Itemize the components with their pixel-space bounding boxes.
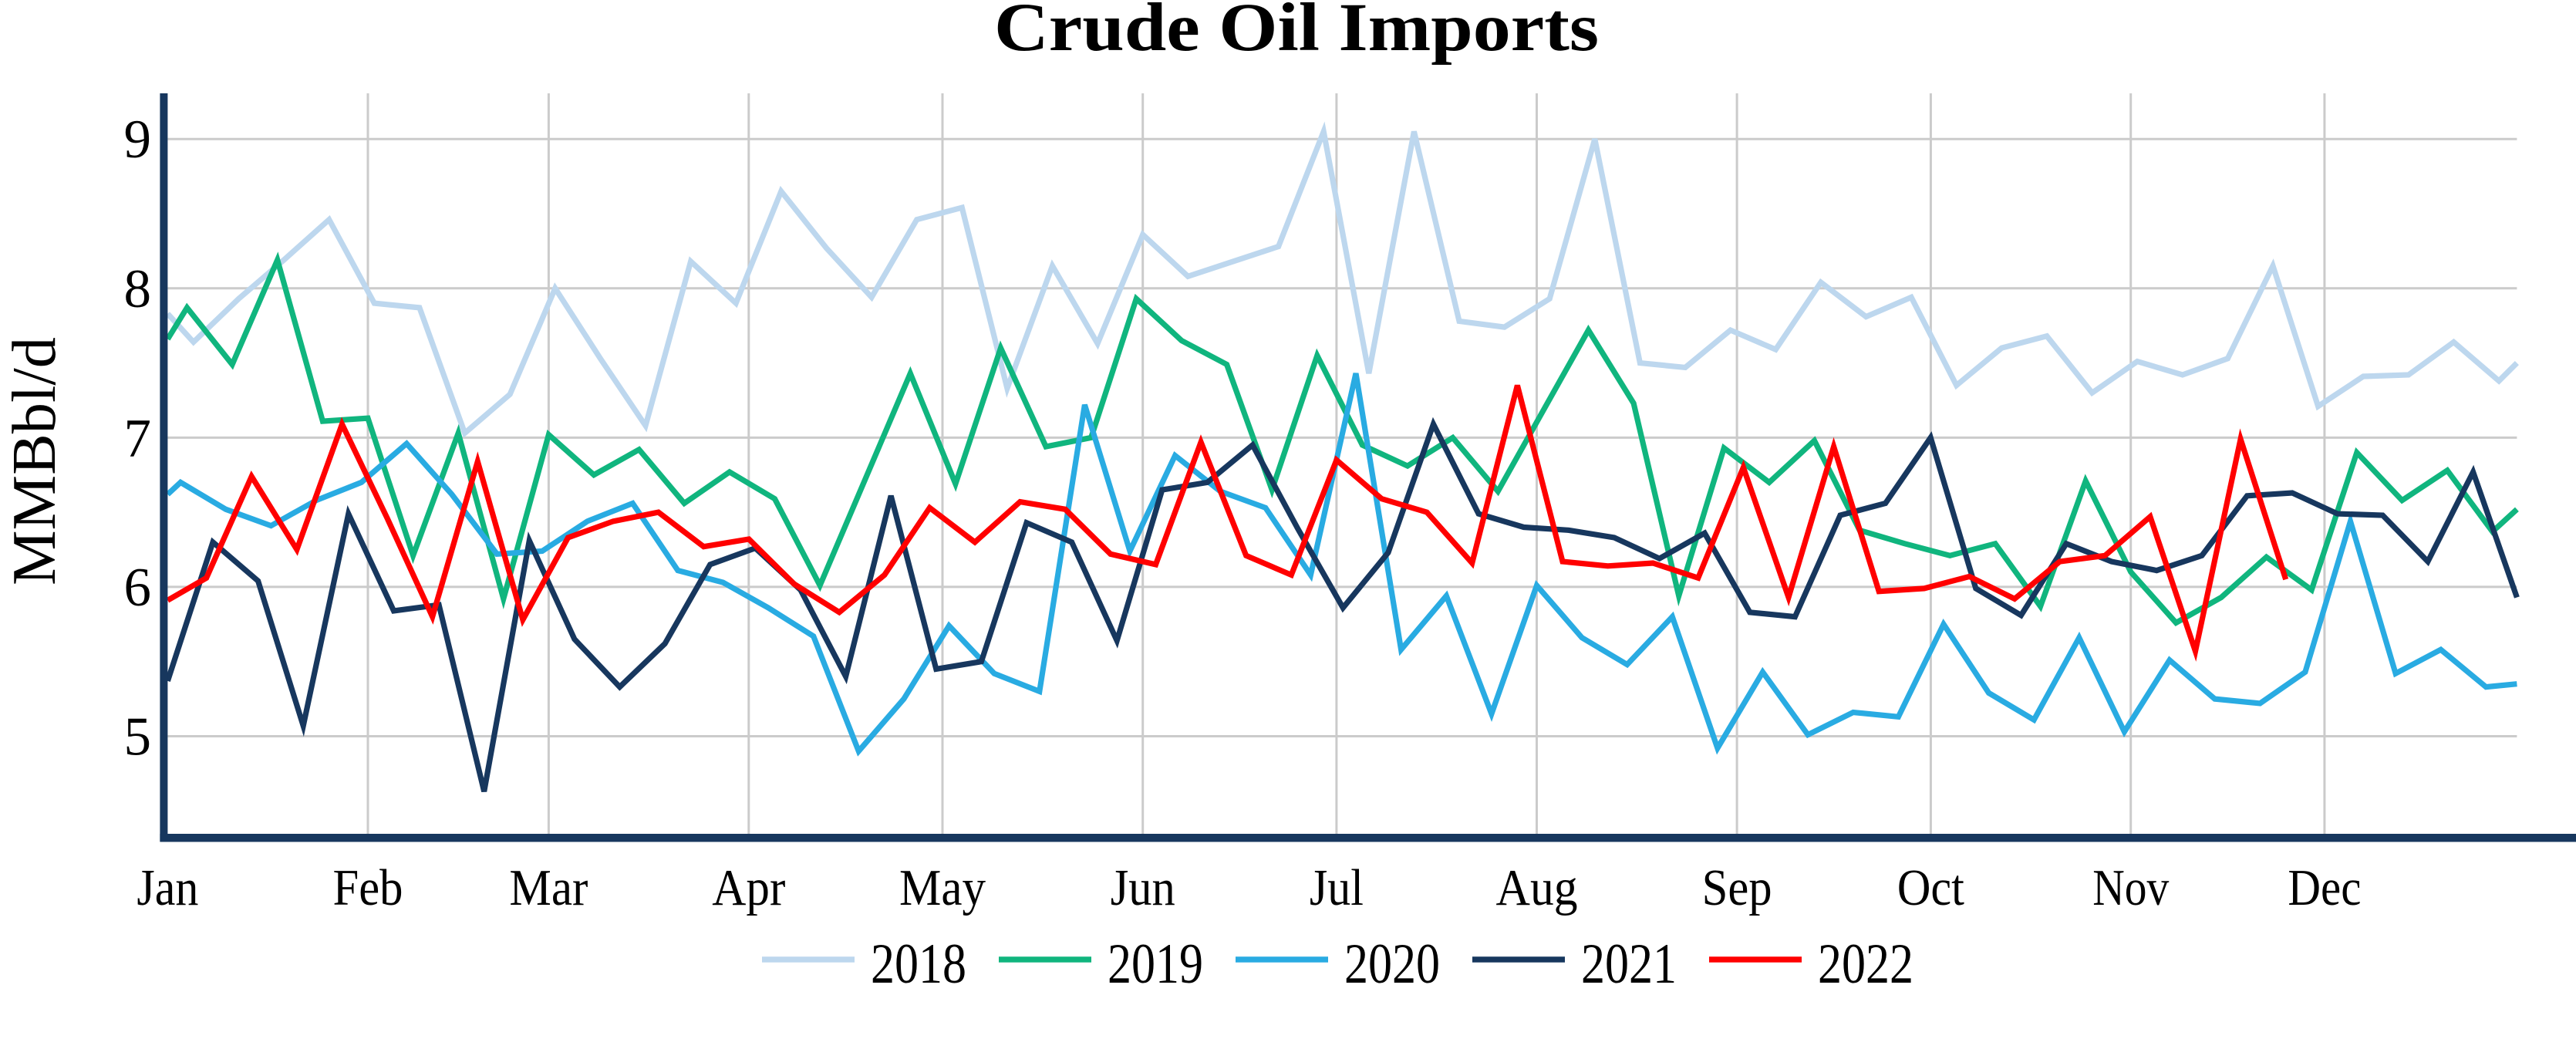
svg-text:Sep: Sep: [1702, 859, 1772, 916]
svg-text:Jun: Jun: [1111, 859, 1175, 916]
svg-text:2020: 2020: [1344, 933, 1440, 996]
svg-text:9: 9: [124, 110, 152, 170]
svg-text:2019: 2019: [1108, 933, 1203, 996]
svg-text:Crude Oil Imports: Crude Oil Imports: [994, 0, 1599, 66]
svg-text:Jul: Jul: [1310, 859, 1364, 916]
svg-text:Feb: Feb: [333, 859, 403, 916]
svg-text:Mar: Mar: [509, 859, 588, 916]
svg-text:2018: 2018: [871, 933, 966, 996]
svg-text:MMBbl/d: MMBbl/d: [1, 337, 69, 585]
svg-text:Dec: Dec: [2288, 859, 2361, 916]
svg-text:2021: 2021: [1581, 933, 1677, 996]
svg-text:2022: 2022: [1818, 933, 1913, 996]
svg-text:Nov: Nov: [2092, 859, 2169, 916]
svg-text:8: 8: [124, 259, 152, 319]
svg-text:7: 7: [124, 408, 152, 468]
svg-text:May: May: [899, 859, 986, 916]
svg-text:Jan: Jan: [137, 859, 198, 916]
svg-text:Apr: Apr: [712, 859, 785, 916]
svg-text:Oct: Oct: [1897, 859, 1964, 916]
svg-text:Aug: Aug: [1496, 859, 1578, 916]
svg-text:5: 5: [124, 707, 152, 767]
svg-text:6: 6: [124, 558, 152, 618]
